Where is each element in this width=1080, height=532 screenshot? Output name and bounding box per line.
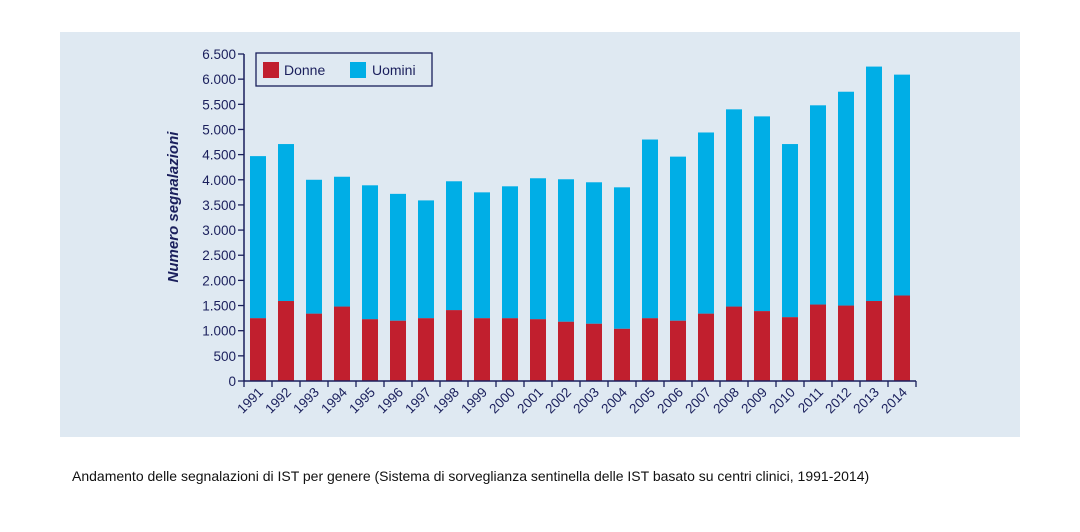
bar-uomini-1999 xyxy=(474,192,490,319)
bar-donne-2000 xyxy=(502,318,518,381)
bar-donne-1995 xyxy=(362,319,378,381)
bar-uomini-2007 xyxy=(698,132,714,314)
bar-donne-1998 xyxy=(446,310,462,381)
legend-swatch-donne xyxy=(263,62,279,78)
x-tick-label-1994: 1994 xyxy=(318,384,350,416)
y-tick-label: 6.500 xyxy=(202,47,236,62)
y-tick-label: 0 xyxy=(228,374,236,389)
chart-panel: 0 500 1.000 1.500 2.000 2.500 3.000 3.500 4.000 4… xyxy=(60,32,1020,437)
bar-uomini-2014 xyxy=(894,74,910,296)
x-tick-label-2004: 2004 xyxy=(598,384,630,416)
y-tick-label: 4.000 xyxy=(202,173,236,188)
x-tick-label-1995: 1995 xyxy=(346,385,378,417)
bar-donne-1999 xyxy=(474,318,490,381)
bar-uomini-2002 xyxy=(558,179,574,322)
bar-uomini-1992 xyxy=(278,144,294,302)
y-tick-label: 2.000 xyxy=(202,273,236,288)
x-tick-label-2013: 2013 xyxy=(850,385,882,417)
bar-uomini-2003 xyxy=(586,182,602,324)
y-axis-label: Numero segnalazioni xyxy=(165,131,182,283)
bar-donne-2003 xyxy=(586,323,602,381)
bar-donne-1991 xyxy=(250,318,266,381)
x-tick-label-1997: 1997 xyxy=(402,385,434,417)
x-tick-label-1996: 1996 xyxy=(374,385,406,417)
bar-uomini-1994 xyxy=(334,176,350,307)
legend-label-donne: Donne xyxy=(284,62,325,78)
bar-uomini-2009 xyxy=(754,116,770,312)
x-tick-label-2014: 2014 xyxy=(878,384,910,416)
bar-donne-2009 xyxy=(754,311,770,381)
x-tick-label-1999: 1999 xyxy=(458,385,490,417)
bar-donne-1997 xyxy=(418,318,434,381)
bar-donne-2001 xyxy=(530,319,546,381)
bar-uomini-1997 xyxy=(418,200,434,319)
bar-uomini-2012 xyxy=(838,91,854,306)
legend-swatch-uomini xyxy=(350,62,366,78)
y-tick-label: 5.500 xyxy=(202,97,236,112)
x-tick-label-2010: 2010 xyxy=(766,385,798,417)
bar-uomini-2006 xyxy=(670,156,686,321)
bar-donne-1994 xyxy=(334,306,350,381)
bar-donne-2014 xyxy=(894,295,910,381)
x-tick-label-2005: 2005 xyxy=(626,385,658,417)
bar-donne-2013 xyxy=(866,301,882,381)
bar-donne-1992 xyxy=(278,301,294,381)
x-tick-label-2012: 2012 xyxy=(822,385,854,417)
bar-uomini-2008 xyxy=(726,109,742,307)
bar-donne-2006 xyxy=(670,320,686,381)
bar-uomini-2001 xyxy=(530,178,546,320)
y-tick-label: 1.500 xyxy=(202,299,236,314)
bar-donne-2012 xyxy=(838,305,854,381)
legend-box xyxy=(255,52,433,87)
bar-uomini-2000 xyxy=(502,186,518,319)
legend: Donne Uomini xyxy=(255,52,433,87)
x-tick-label-2007: 2007 xyxy=(682,385,714,417)
bar-donne-2005 xyxy=(642,318,658,381)
x-tick-label-2002: 2002 xyxy=(542,385,574,417)
y-tick-label: 500 xyxy=(213,349,236,364)
x-tick-label-2003: 2003 xyxy=(570,385,602,417)
bar-uomini-1998 xyxy=(446,181,462,311)
x-tick-label-1992: 1992 xyxy=(262,385,294,417)
bar-uomini-1996 xyxy=(390,193,406,321)
bar-uomini-2004 xyxy=(614,187,630,329)
x-tick-label-1993: 1993 xyxy=(290,385,322,417)
y-tick-label: 4.500 xyxy=(202,148,236,163)
bar-uomini-1993 xyxy=(306,179,322,314)
bar-donne-2004 xyxy=(614,328,630,381)
y-tick-label: 3.500 xyxy=(202,198,236,213)
bar-uomini-1995 xyxy=(362,185,378,320)
bar-uomini-1991 xyxy=(250,156,266,319)
x-tick-label-1998: 1998 xyxy=(430,385,462,417)
bar-uomini-2013 xyxy=(866,66,882,302)
bar-uomini-2011 xyxy=(810,105,826,305)
x-tick-label-2006: 2006 xyxy=(654,385,686,417)
x-tick-label-2011: 2011 xyxy=(795,385,826,416)
y-tick-label: 1.000 xyxy=(202,324,236,339)
figure-caption: Andamento delle segnalazioni di IST per … xyxy=(72,468,870,484)
x-tick-label-2000: 2000 xyxy=(486,385,518,417)
y-tick-label: 6.000 xyxy=(202,72,236,87)
bar-donne-2008 xyxy=(726,306,742,381)
bar-donne-1993 xyxy=(306,313,322,381)
bar-donne-2010 xyxy=(782,317,798,381)
bar-donne-2007 xyxy=(698,313,714,381)
bar-donne-1996 xyxy=(390,320,406,381)
x-tick-label-2001: 2001 xyxy=(514,385,546,417)
bar-uomini-2005 xyxy=(642,139,658,319)
bar-donne-2002 xyxy=(558,321,574,381)
y-tick-label: 3.000 xyxy=(202,223,236,238)
y-tick-label: 5.000 xyxy=(202,122,236,137)
stacked-bar-chart: 0 500 1.000 1.500 2.000 2.500 3.000 3.500 4.000 4… xyxy=(165,47,917,417)
bar-donne-2011 xyxy=(810,304,826,381)
bar-uomini-2010 xyxy=(782,144,798,318)
legend-label-uomini: Uomini xyxy=(372,62,416,78)
x-tick-label-2009: 2009 xyxy=(738,385,770,417)
x-tick-label-1991: 1991 xyxy=(234,385,266,417)
x-tick-label-2008: 2008 xyxy=(710,385,742,417)
y-tick-label: 2.500 xyxy=(202,248,236,263)
